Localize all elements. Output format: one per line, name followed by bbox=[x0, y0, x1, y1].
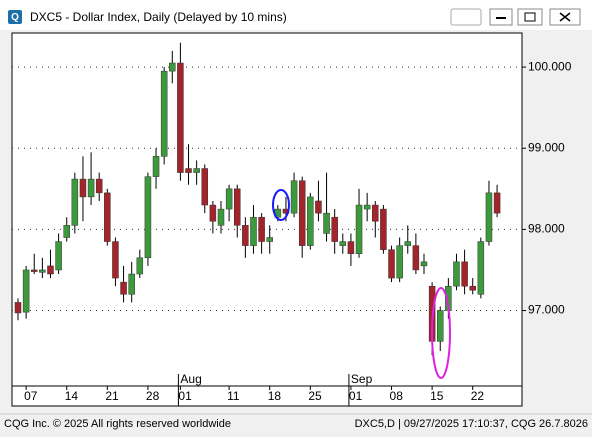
candle-body bbox=[128, 273, 135, 295]
month-label: Sep bbox=[351, 372, 373, 386]
candle-body bbox=[22, 269, 30, 313]
candle-body bbox=[112, 241, 119, 279]
y-tick-label: 100.000 bbox=[528, 59, 572, 73]
x-tick-label: 01 bbox=[349, 389, 363, 403]
footer-left: CQG Inc. © 2025 All rights reserved worl… bbox=[4, 418, 231, 430]
x-tick-label: 22 bbox=[471, 389, 485, 403]
candle-body bbox=[104, 192, 111, 242]
candle-body bbox=[380, 208, 387, 250]
app-icon bbox=[8, 10, 22, 24]
candle-body bbox=[120, 281, 127, 295]
candle-body bbox=[404, 241, 412, 246]
candle-body bbox=[160, 70, 168, 157]
candle-body bbox=[250, 216, 257, 246]
x-tick-label: 28 bbox=[146, 389, 160, 403]
candle-body bbox=[63, 225, 70, 238]
candle-body bbox=[315, 200, 322, 214]
candle-body bbox=[396, 245, 403, 279]
candle-body bbox=[298, 180, 306, 246]
candle-body bbox=[266, 237, 273, 242]
candle-body bbox=[307, 196, 314, 246]
candle-body bbox=[95, 178, 103, 194]
x-tick-label: 01 bbox=[178, 389, 192, 403]
candle-body bbox=[177, 62, 184, 173]
maximize-button[interactable] bbox=[517, 8, 543, 26]
candle-body bbox=[485, 192, 493, 242]
candle-body bbox=[436, 310, 444, 342]
candle-body bbox=[412, 245, 420, 271]
plot-area bbox=[11, 32, 523, 387]
candle-body bbox=[331, 216, 338, 242]
candle-body bbox=[55, 241, 62, 271]
candle-body bbox=[347, 241, 355, 254]
candle-body bbox=[30, 269, 38, 272]
candle-body bbox=[79, 178, 87, 198]
candle-body bbox=[388, 249, 395, 279]
candle-body bbox=[372, 204, 379, 222]
x-axis-area bbox=[11, 385, 523, 407]
candle-body bbox=[477, 241, 485, 295]
candle-body bbox=[144, 176, 152, 259]
app-icon-glyph: Q bbox=[11, 12, 19, 23]
candle-body bbox=[71, 178, 79, 226]
close-glyph bbox=[559, 12, 571, 22]
candle-body bbox=[217, 208, 225, 226]
candle-body bbox=[461, 261, 468, 287]
candle-body bbox=[39, 269, 46, 273]
month-label: Aug bbox=[180, 372, 201, 386]
candle-body bbox=[169, 62, 176, 72]
window-title: DXC5 - Dollar Index, Daily (Delayed by 1… bbox=[30, 10, 287, 24]
x-tick-label: 11 bbox=[227, 389, 240, 403]
candle-body bbox=[420, 261, 428, 267]
y-tick-label: 97.000 bbox=[528, 303, 565, 317]
y-tick-label: 98.000 bbox=[528, 222, 565, 236]
candle-body bbox=[152, 156, 160, 177]
candle-body bbox=[193, 168, 200, 173]
link-button[interactable] bbox=[450, 8, 482, 26]
candle-body bbox=[258, 216, 265, 242]
y-tick-label: 99.000 bbox=[528, 140, 565, 154]
x-tick-label: 14 bbox=[65, 389, 79, 403]
candle-body bbox=[355, 204, 363, 254]
x-tick-label: 21 bbox=[105, 389, 119, 403]
candle-body bbox=[225, 188, 233, 210]
candle-body bbox=[323, 212, 330, 234]
candle-body bbox=[87, 178, 95, 198]
x-tick-label: 25 bbox=[308, 389, 322, 403]
candle-body bbox=[209, 204, 217, 222]
x-tick-label: 07 bbox=[24, 389, 38, 403]
candle-body bbox=[185, 168, 192, 173]
highlight-ellipse bbox=[431, 287, 451, 379]
candle-body bbox=[339, 241, 347, 246]
candle-body bbox=[242, 225, 249, 246]
candle-body bbox=[136, 257, 144, 275]
candle-body bbox=[14, 302, 22, 314]
candle-body bbox=[233, 188, 241, 226]
candle-body bbox=[453, 261, 460, 287]
candle-body bbox=[363, 204, 371, 210]
footer-right: DXC5,D | 09/27/2025 17:10:37, CQG 26.7.8… bbox=[355, 418, 588, 430]
candle-body bbox=[47, 265, 54, 275]
x-tick-label: 15 bbox=[430, 389, 444, 403]
x-tick-label: 18 bbox=[268, 389, 282, 403]
candle-body bbox=[201, 168, 209, 206]
candle-body bbox=[469, 285, 476, 291]
maximize-glyph bbox=[524, 12, 536, 22]
highlight-ellipse bbox=[272, 189, 290, 221]
candle-body bbox=[493, 192, 501, 214]
x-tick-label: 08 bbox=[390, 389, 404, 403]
candle-body bbox=[290, 180, 298, 214]
